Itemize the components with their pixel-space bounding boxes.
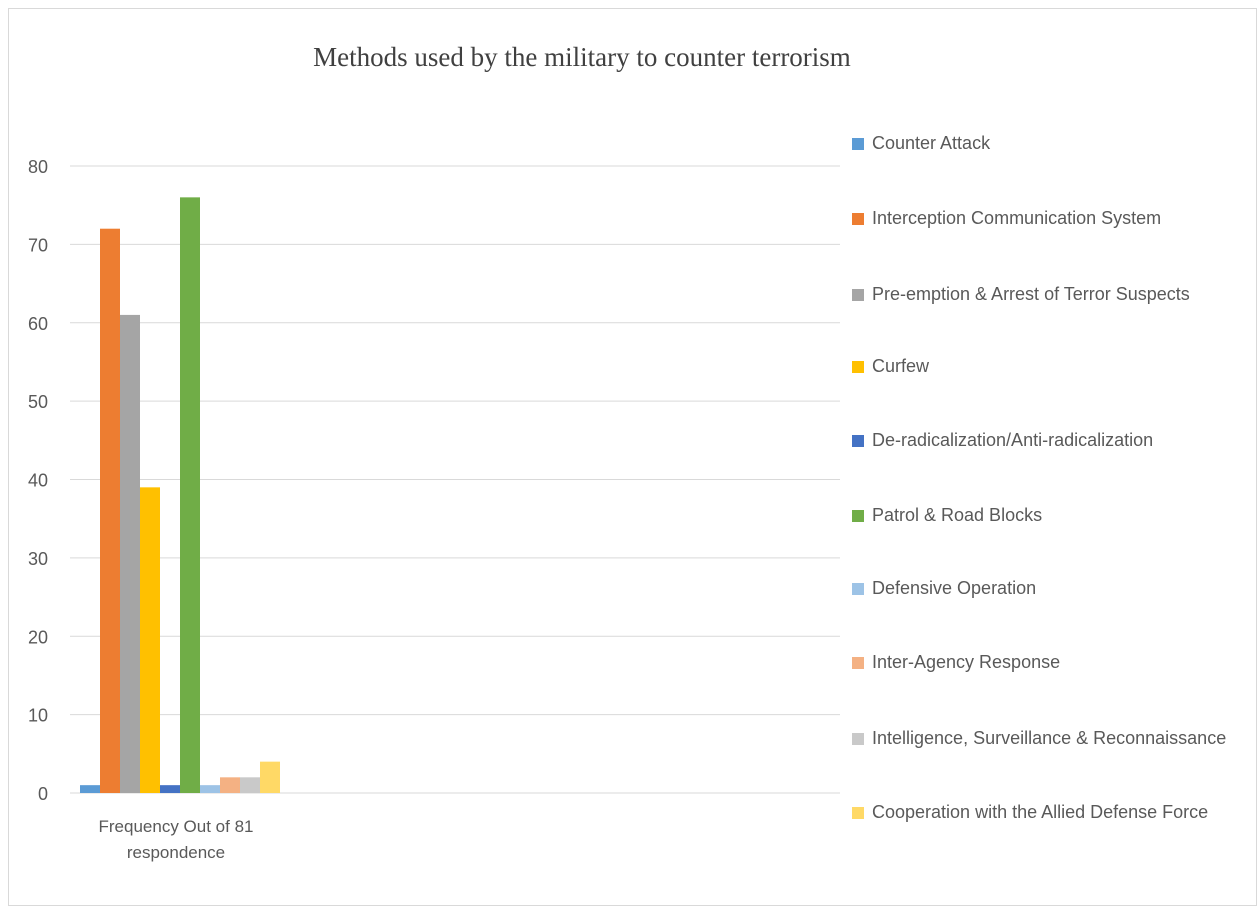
- legend-swatch: [852, 289, 864, 301]
- y-tick-label: 0: [38, 784, 48, 804]
- y-tick-label: 70: [28, 235, 48, 255]
- legend-label: De-radicalization/Anti-radicalization: [872, 430, 1154, 450]
- chart-title: Methods used by the military to counter …: [313, 42, 851, 72]
- y-tick-label: 60: [28, 314, 48, 334]
- bar: [180, 197, 200, 794]
- y-tick-label: 40: [28, 471, 48, 491]
- legend-swatch: [852, 213, 864, 225]
- legend-label: Defensive Operation: [872, 578, 1037, 598]
- legend-label: Intelligence, Surveillance & Reconnaissa…: [872, 728, 1227, 748]
- y-tick-label: 10: [28, 706, 48, 726]
- bar: [220, 777, 240, 793]
- legend-swatch: [852, 657, 864, 669]
- legend-label: Interception Communication System: [872, 208, 1162, 228]
- y-tick-label: 50: [28, 392, 48, 412]
- legend-swatch: [852, 510, 864, 522]
- y-tick-label: 30: [28, 549, 48, 569]
- chart-frame: [8, 8, 1257, 906]
- legend-swatch: [852, 138, 864, 150]
- x-category-label: Frequency Out of 81 respondence: [99, 817, 254, 862]
- legend-swatch: [852, 733, 864, 745]
- legend-label: Pre-emption & Arrest of Terror Suspects: [872, 284, 1190, 304]
- y-tick-label: 80: [28, 157, 48, 177]
- legend-swatch: [852, 435, 864, 447]
- legend-label: Cooperation with the Allied Defense Forc…: [872, 802, 1209, 822]
- legend-label: Counter Attack: [872, 133, 991, 153]
- bar: [160, 785, 180, 793]
- y-tick-label: 20: [28, 627, 48, 647]
- bar: [100, 228, 120, 793]
- bar: [80, 785, 100, 793]
- legend-swatch: [852, 361, 864, 373]
- legend-swatch: [852, 807, 864, 819]
- bar: [120, 314, 140, 793]
- legend-label: Curfew: [872, 356, 930, 376]
- bar: [240, 777, 260, 793]
- bar: [140, 487, 160, 793]
- bar: [200, 785, 220, 793]
- legend-label: Patrol & Road Blocks: [872, 505, 1043, 525]
- legend-label: Inter-Agency Response: [872, 652, 1061, 672]
- legend-swatch: [852, 583, 864, 595]
- bar: [260, 761, 280, 793]
